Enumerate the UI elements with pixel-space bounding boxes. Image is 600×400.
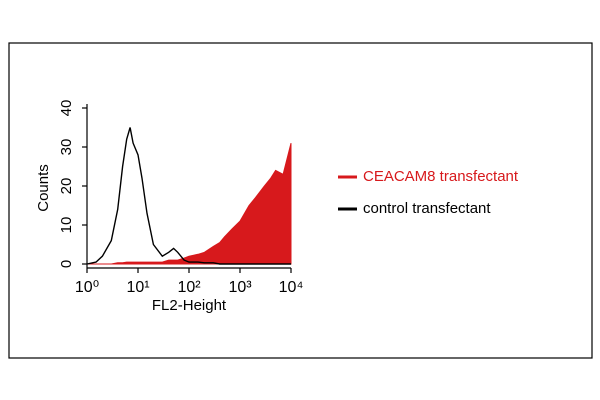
x-tick-label: 10⁰: [75, 279, 99, 296]
line: [86, 127, 291, 265]
area: [87, 142, 292, 265]
y-tick-label: 20: [58, 178, 75, 195]
x-tick-label: 10¹: [126, 279, 149, 296]
legend-label: control transfectant: [363, 200, 491, 217]
x-axis-label: FL2-Height: [152, 297, 227, 314]
frame: [8, 42, 593, 359]
y-axis-label: Counts: [35, 164, 52, 212]
y-tick-label: 0: [58, 260, 75, 268]
legend-label: CEACAM8 transfectant: [363, 168, 519, 185]
y-tick-label: 40: [58, 100, 75, 117]
x-tick-label: 10²: [177, 279, 201, 296]
y-tick-label: 30: [58, 139, 75, 156]
y-tick-label: 10: [58, 217, 75, 234]
x-tick-label: 10⁴: [279, 279, 304, 296]
x-tick-label: 10³: [228, 279, 252, 296]
